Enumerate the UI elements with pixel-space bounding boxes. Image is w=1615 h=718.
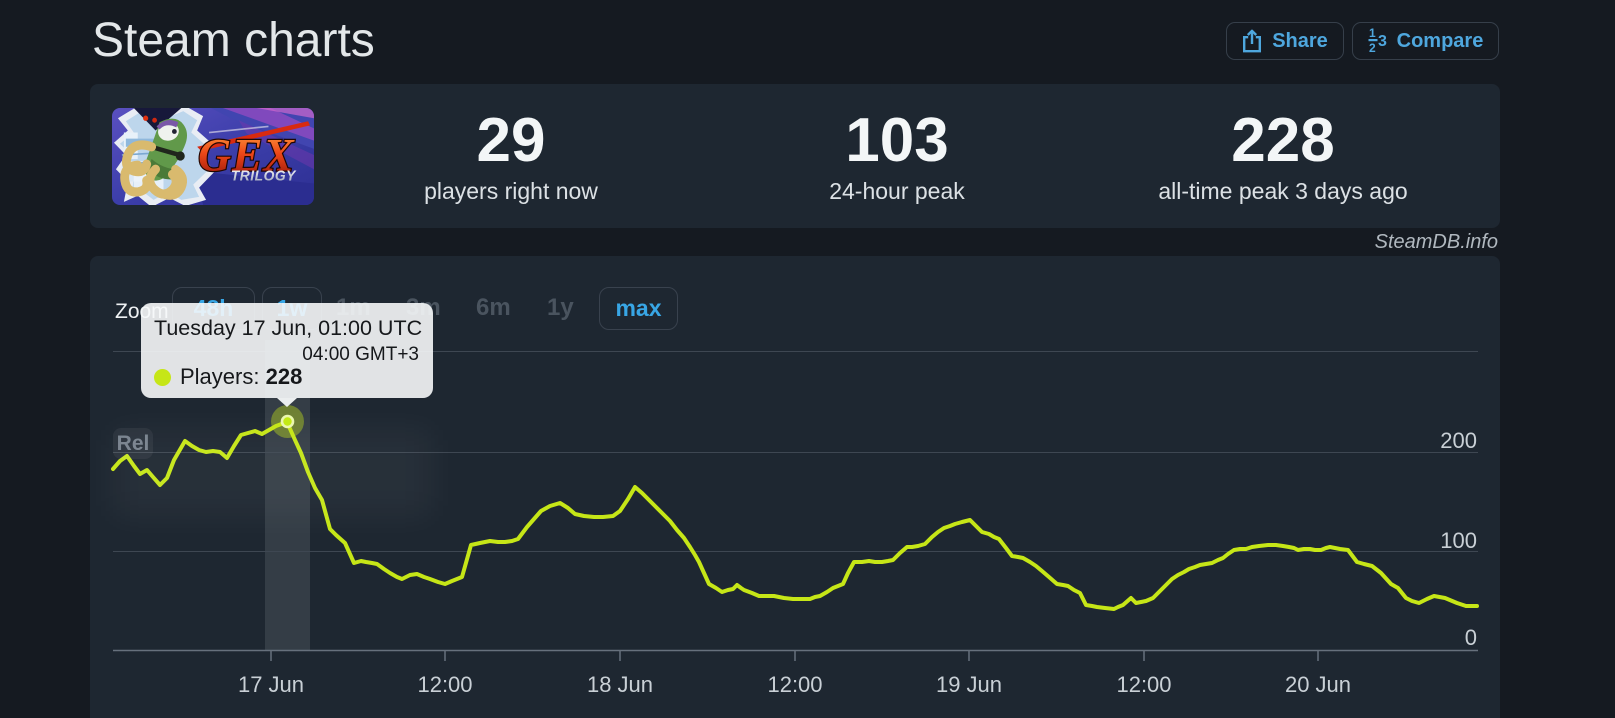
svg-text:18 Jun: 18 Jun bbox=[587, 672, 653, 697]
svg-text:TRILOGY: TRILOGY bbox=[231, 167, 297, 183]
svg-text:12:00: 12:00 bbox=[417, 672, 472, 697]
svg-text:20 Jun: 20 Jun bbox=[1285, 672, 1351, 697]
svg-text:17 Jun: 17 Jun bbox=[238, 672, 304, 697]
svg-text:GEX: GEX bbox=[198, 130, 295, 182]
svg-text:1: 1 bbox=[1369, 28, 1376, 40]
svg-text:12:00: 12:00 bbox=[1116, 672, 1171, 697]
svg-text:100: 100 bbox=[1440, 528, 1477, 553]
svg-text:19 Jun: 19 Jun bbox=[936, 672, 1002, 697]
svg-text:200: 200 bbox=[1440, 428, 1477, 453]
svg-text:3: 3 bbox=[1378, 33, 1387, 50]
svg-text:0: 0 bbox=[1465, 625, 1477, 650]
svg-text:2: 2 bbox=[1369, 41, 1376, 54]
svg-text:12:00: 12:00 bbox=[767, 672, 822, 697]
